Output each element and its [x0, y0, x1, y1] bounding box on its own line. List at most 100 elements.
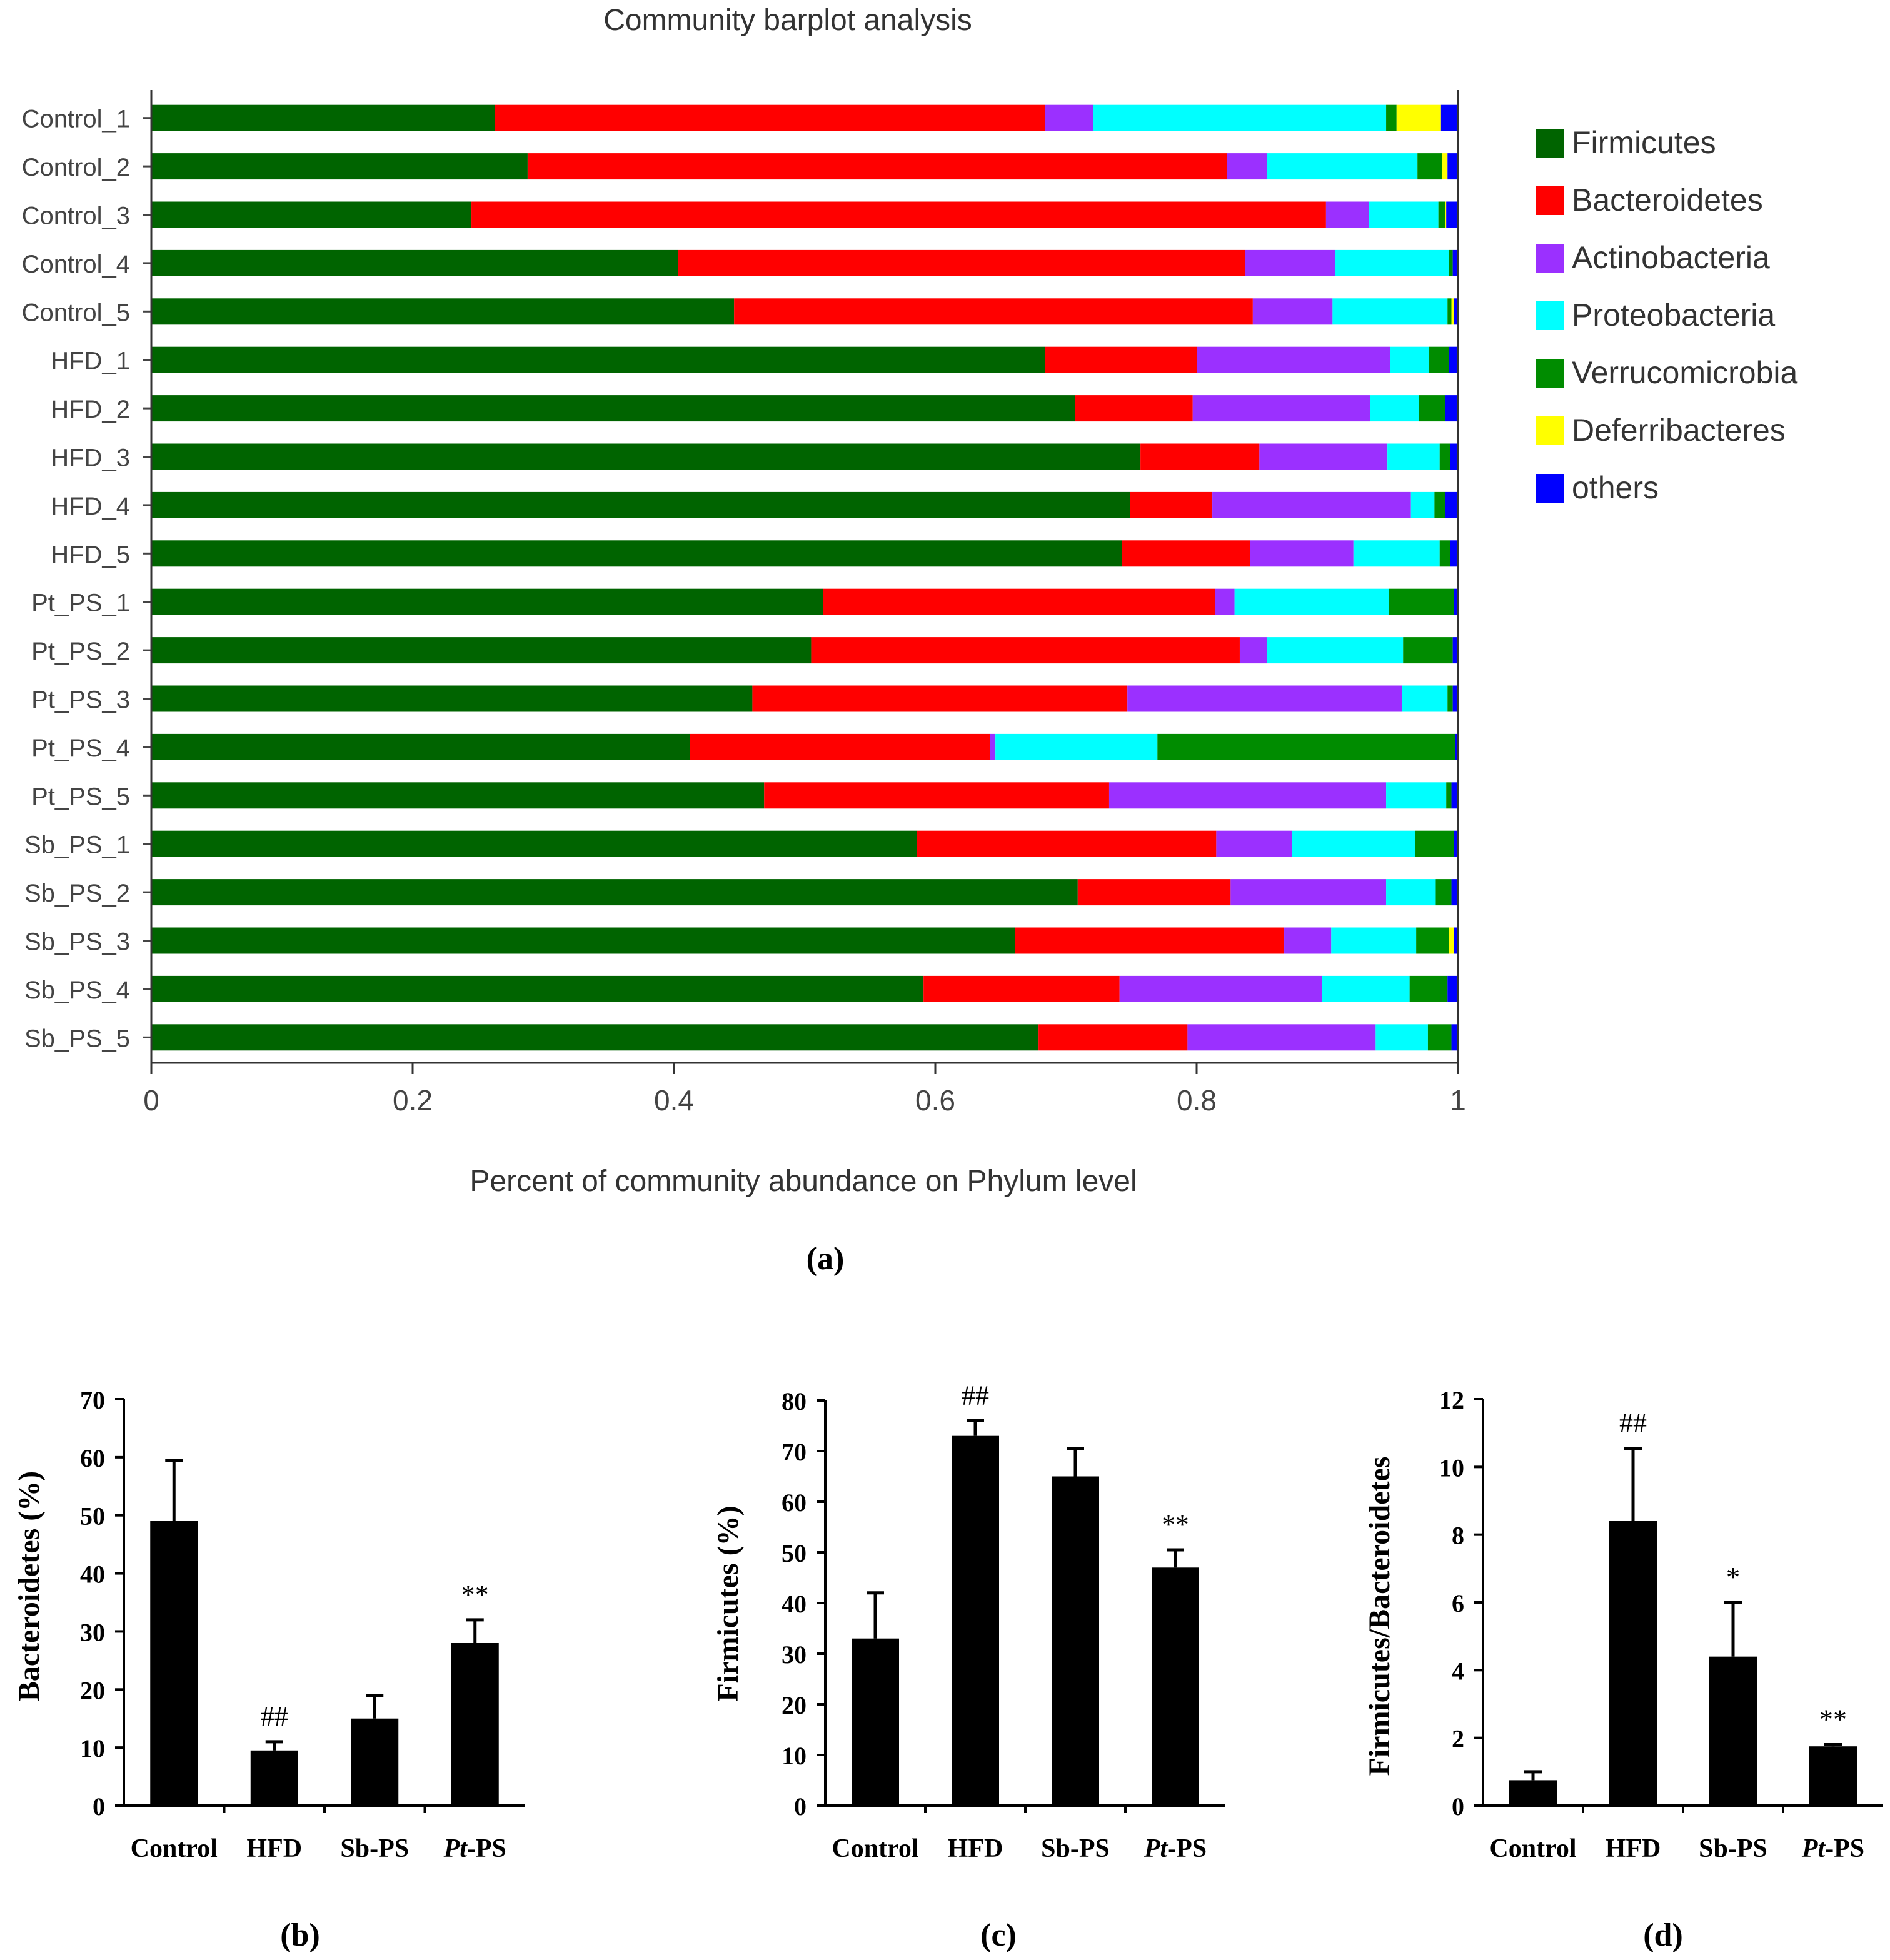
y-tick-label: 8: [1452, 1522, 1464, 1550]
x-tick-label: Control: [131, 1834, 218, 1863]
bar-segment-actinobacteria: [1325, 201, 1369, 228]
bar-segment-others: [1454, 588, 1458, 615]
bar-segment-verrucomicrobia: [1416, 927, 1449, 954]
bar-segment-bacteroidetes: [923, 975, 1120, 1002]
bar-segment-others: [1447, 153, 1458, 180]
y-tick-label: 10: [782, 1742, 807, 1770]
y-tick-label: 60: [80, 1444, 105, 1472]
bar-segment-verrucomicrobia: [1427, 1024, 1452, 1051]
bar-segment-deferribacteres: [1396, 104, 1441, 131]
bar-segment-firmicutes: [151, 298, 735, 325]
significance-mark: ##: [962, 1380, 989, 1410]
x-tick-label: 1: [1450, 1084, 1466, 1117]
y-axis-label-c: Firmicutes (%): [711, 1505, 745, 1701]
bar-segment-deferribacteres: [1451, 298, 1454, 325]
bar-segment-firmicutes: [151, 975, 924, 1002]
bar-segment-bacteroidetes: [1077, 879, 1231, 906]
bar-segment-others: [1450, 443, 1458, 470]
bar-segment-verrucomicrobia: [1446, 782, 1452, 809]
bar-segment-firmicutes: [151, 249, 678, 276]
bar-control: [1509, 1780, 1557, 1806]
y-tick-label: 2: [1452, 1725, 1464, 1753]
y-tick-label: Pt_PS_4: [31, 735, 130, 762]
legend: Firmicutes Bacteroidetes Actinobacteria Pro…: [1536, 125, 1797, 505]
legend-swatch-proteobacteria: [1536, 301, 1564, 330]
bar-segment-bacteroidetes: [495, 104, 1045, 131]
bar-pt-ps: [451, 1643, 499, 1806]
y-tick-label: Pt_PS_5: [31, 783, 130, 810]
bar-segment-proteobacteria: [1369, 201, 1439, 228]
bar-segment-deferribacteres: [1445, 201, 1447, 228]
bar-segment-firmicutes: [151, 637, 812, 664]
significance-mark: **: [1162, 1509, 1189, 1540]
bar-segment-firmicutes: [151, 685, 753, 712]
bar-segment-actinobacteria: [1127, 685, 1402, 712]
bar-segment-bacteroidetes: [752, 685, 1128, 712]
x-tick-label: HFD: [948, 1834, 1003, 1863]
bar-segment-verrucomicrobia: [1409, 975, 1448, 1002]
bar-segment-verrucomicrobia: [1419, 395, 1445, 422]
bar-segment-others: [1446, 201, 1458, 228]
significance-mark: ##: [261, 1701, 288, 1732]
bar-segment-bacteroidetes: [1140, 443, 1260, 470]
y-tick-label: 10: [80, 1734, 105, 1762]
y-tick-label: 30: [782, 1641, 807, 1669]
bar-segment-others: [1445, 395, 1458, 422]
y-tick-label: Sb_PS_1: [24, 832, 130, 859]
y-tick-label: 20: [782, 1691, 807, 1719]
bar-segment-bacteroidetes: [734, 298, 1253, 325]
bar-segment-others: [1447, 975, 1458, 1002]
legend-label: Verrucomicrobia: [1572, 355, 1797, 390]
bar-segment-verrucomicrobia: [1386, 104, 1397, 131]
bar-segment-proteobacteria: [1386, 879, 1436, 906]
firmicutes-panel: 0 10 20 30 40 50 60 70 80 Control ## HFD Sb-PS ** Pt-P…: [711, 1380, 1225, 1953]
bar-segment-bacteroidetes: [764, 782, 1109, 809]
bar-segment-firmicutes: [151, 540, 1122, 567]
bar-segment-bacteroidetes: [1015, 927, 1285, 954]
y-tick-label: 40: [782, 1590, 807, 1618]
y-tick-label: 30: [80, 1618, 105, 1646]
y-tick-label: 4: [1452, 1657, 1464, 1685]
bar-segment-actinobacteria: [1239, 637, 1267, 664]
x-tick-label: Control: [1489, 1834, 1576, 1863]
bar-segment-firmicutes: [151, 395, 1075, 422]
x-tick-label: 0.8: [1177, 1084, 1217, 1117]
y-tick-label: Control_3: [22, 203, 130, 230]
bar-segment-actinobacteria: [1108, 782, 1387, 809]
bar-segment-verrucomicrobia: [1439, 540, 1450, 567]
bar-segment-others: [1451, 879, 1458, 906]
bar-segment-proteobacteria: [1402, 685, 1448, 712]
bar-segment-others: [1451, 782, 1458, 809]
bar-segment-proteobacteria: [1370, 395, 1419, 422]
y-tick-label: Sb_PS_2: [24, 880, 130, 907]
x-tick-label: Pt-PS: [1801, 1834, 1864, 1863]
y-tick-label: 80: [782, 1387, 807, 1415]
x-tick-label: Pt-PS: [443, 1834, 506, 1863]
bar-segment-actinobacteria: [1216, 830, 1292, 857]
bar-segment-actinobacteria: [1119, 975, 1322, 1002]
bar-segment-bacteroidetes: [471, 201, 1326, 228]
bar-segment-actinobacteria: [1227, 153, 1267, 180]
bar-segment-others: [1445, 491, 1458, 518]
bar-segment-others: [1455, 733, 1458, 760]
y-tick-label: HFD_4: [51, 493, 130, 520]
y-tick-label: 60: [782, 1489, 807, 1517]
bacteroidetes-bar-chart: 0 10 20 30 40 50 60 70 Control ## HFD Sb-PS ** Pt-PS: [80, 1386, 525, 1863]
bar-segment-others: [1450, 540, 1458, 567]
x-tick-label: 0.2: [393, 1084, 433, 1117]
bar-segment-others: [1454, 927, 1458, 954]
bar-segment-actinobacteria: [990, 733, 996, 760]
legend-label: others: [1572, 470, 1659, 505]
bar-segment-verrucomicrobia: [1434, 491, 1445, 518]
bar-segment-actinobacteria: [1230, 879, 1387, 906]
bar-segment-proteobacteria: [1292, 830, 1415, 857]
y-tick-label: 50: [80, 1502, 105, 1530]
bar-segment-verrucomicrobia: [1435, 879, 1452, 906]
y-tick-label: HFD_1: [51, 348, 130, 375]
legend-swatch-deferribacteres: [1536, 416, 1564, 445]
bar-segment-actinobacteria: [1192, 395, 1370, 422]
significance-mark: ##: [1619, 1408, 1647, 1439]
bar-segment-deferribacteres: [1442, 153, 1448, 180]
bar-segment-proteobacteria: [1353, 540, 1440, 567]
